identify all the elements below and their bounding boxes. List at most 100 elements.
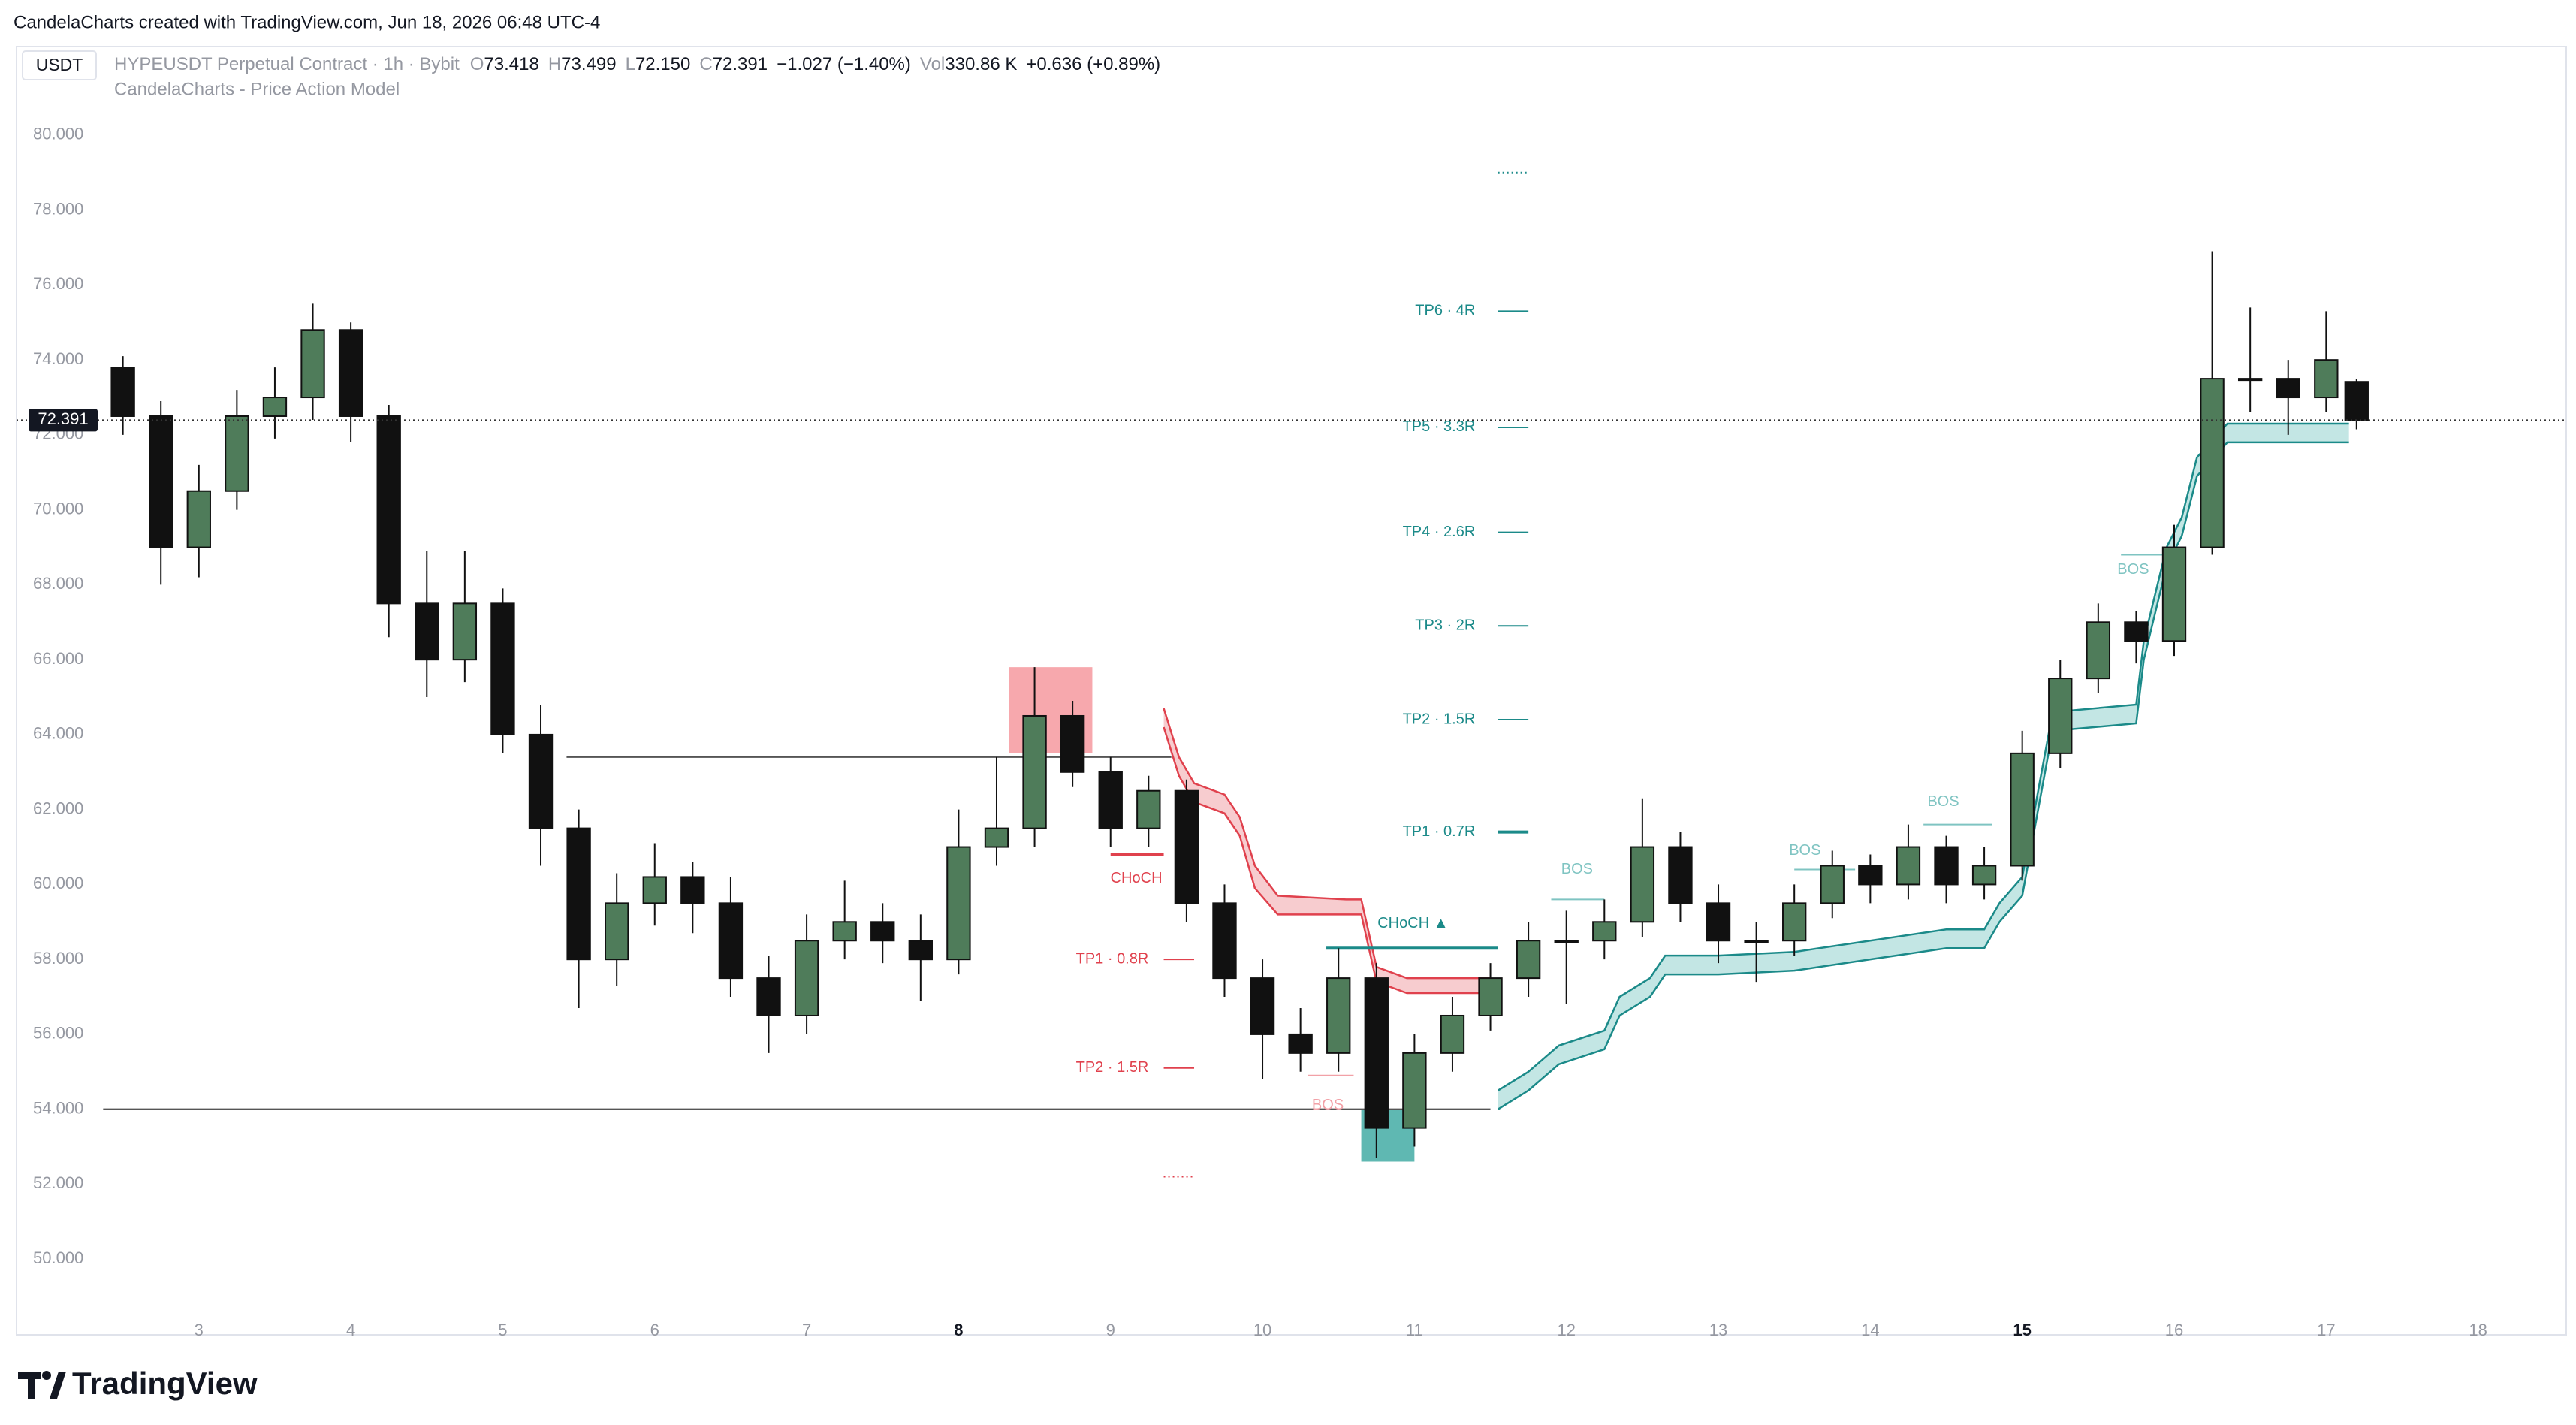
legend-change: −1.027 (−1.40%)	[777, 54, 911, 74]
y-tick-label: 70.000	[33, 499, 83, 518]
candle-body	[642, 876, 667, 904]
x-tick-label: 11	[1406, 1321, 1423, 1339]
candle-body	[2314, 359, 2339, 399]
annotation: BOS	[1789, 842, 1820, 859]
candle-body	[415, 602, 439, 661]
indicator-name: CandelaCharts - Price Action Model	[114, 79, 400, 99]
y-tick-label: 80.000	[33, 125, 83, 143]
y-tick-label: 62.000	[33, 799, 83, 817]
candle-body	[2086, 621, 2111, 680]
currency-box[interactable]	[22, 50, 97, 80]
annotation: TP6 · 4R	[1415, 303, 1475, 319]
x-tick-label: 9	[1106, 1321, 1115, 1339]
candle-body	[1971, 865, 1997, 886]
candle-body	[452, 602, 478, 661]
band-fill	[1498, 423, 2349, 1110]
candle-body	[2161, 546, 2187, 642]
y-tick-label: 78.000	[33, 199, 83, 218]
x-tick-label: 15	[2013, 1321, 2031, 1339]
candle-body	[1402, 1052, 1427, 1129]
candle-body	[794, 940, 819, 1016]
candle-body	[1060, 714, 1085, 773]
annotation: TP1 · 0.8R	[1076, 950, 1149, 967]
candle-body	[300, 329, 325, 399]
y-tick-label: 74.000	[33, 349, 83, 368]
attribution: CandelaCharts created with TradingView.c…	[14, 12, 600, 32]
last-price-box	[29, 409, 98, 432]
candle-body	[1858, 865, 1883, 886]
candle-body	[2200, 378, 2225, 548]
annotation: TP5 · 3.3R	[1403, 418, 1476, 435]
brand: TradingView	[72, 1366, 258, 1401]
currency[interactable]: USDT	[36, 55, 83, 74]
candle-body	[566, 827, 591, 961]
annotation: CHoCH	[1111, 870, 1163, 886]
candle-body	[1630, 846, 1655, 923]
y-tick-label: 60.000	[33, 874, 83, 892]
candle-body	[1934, 846, 1959, 886]
candle-body	[110, 367, 135, 417]
x-tick-label: 12	[1557, 1321, 1575, 1339]
brand-logo	[18, 1371, 66, 1399]
legend-key: H	[548, 54, 561, 74]
candle-body	[605, 902, 629, 961]
legend-vol-label: Vol	[920, 54, 945, 74]
x-tick-label: 10	[1253, 1321, 1271, 1339]
x-tick-label: 16	[2165, 1321, 2183, 1339]
candle-body	[1554, 940, 1579, 943]
panel-frame	[16, 46, 2567, 1336]
last-price-label: 72.391	[38, 409, 88, 428]
legend-volume: 330.86 K	[945, 54, 1017, 74]
candle-body	[1478, 977, 1503, 1016]
candle-body	[1516, 940, 1541, 980]
candle-body	[832, 921, 857, 942]
legend-key: L	[626, 54, 635, 74]
candle-body	[1288, 1033, 1313, 1054]
candle-body	[1440, 1014, 1465, 1054]
x-tick-label: 13	[1709, 1321, 1727, 1339]
candle-body	[2048, 678, 2073, 754]
annotation: BOS	[1561, 861, 1593, 877]
y-tick-label: 68.000	[33, 574, 83, 593]
candle-body	[186, 490, 211, 548]
candle-body	[718, 902, 744, 980]
candle-body	[870, 921, 895, 942]
candle-body	[2010, 752, 2035, 867]
candle-body	[376, 415, 401, 605]
band-upper	[1498, 422, 2349, 1091]
annotation: TP1 · 0.7R	[1403, 823, 1476, 840]
legend-value: 72.391	[713, 54, 768, 74]
candle-body	[528, 733, 554, 829]
legend-value: 73.499	[561, 54, 616, 74]
y-tick-label: 76.000	[33, 274, 83, 293]
y-tick-label: 50.000	[33, 1248, 83, 1267]
candle-body	[1782, 902, 1807, 942]
candle-body	[1364, 977, 1389, 1129]
candle-body	[1174, 789, 1199, 904]
band-upper	[1163, 708, 1491, 980]
annotation: TP2 · 1.5R	[1403, 711, 1476, 727]
annotation: TP2 · 1.5R	[1076, 1059, 1149, 1076]
x-tick-label: 7	[802, 1321, 811, 1339]
candle-body	[2276, 378, 2300, 399]
legend-vol-change: +0.636 (+0.89%)	[1026, 54, 1160, 74]
candle-body	[756, 977, 781, 1016]
candle-body	[1250, 977, 1275, 1035]
candle-body	[2237, 378, 2263, 382]
annotation: BOS	[1927, 793, 1959, 810]
legend-value: 73.418	[484, 54, 538, 74]
candle-body	[984, 827, 1009, 848]
candle-body	[1136, 789, 1161, 829]
candle-body	[946, 846, 971, 961]
legend-symbol: HYPEUSDT Perpetual Contract · 1h · Bybit	[114, 54, 460, 74]
annotation: TP3 · 2R	[1415, 617, 1475, 634]
candle-body	[1212, 902, 1237, 980]
x-tick-label: 18	[2469, 1321, 2487, 1339]
x-tick-label: 14	[1861, 1321, 1879, 1339]
candle-body	[225, 415, 249, 492]
candle-body	[149, 415, 173, 548]
y-tick-label: 58.000	[33, 949, 83, 968]
x-tick-label: 17	[2317, 1321, 2335, 1339]
candle-body	[1896, 846, 1921, 886]
